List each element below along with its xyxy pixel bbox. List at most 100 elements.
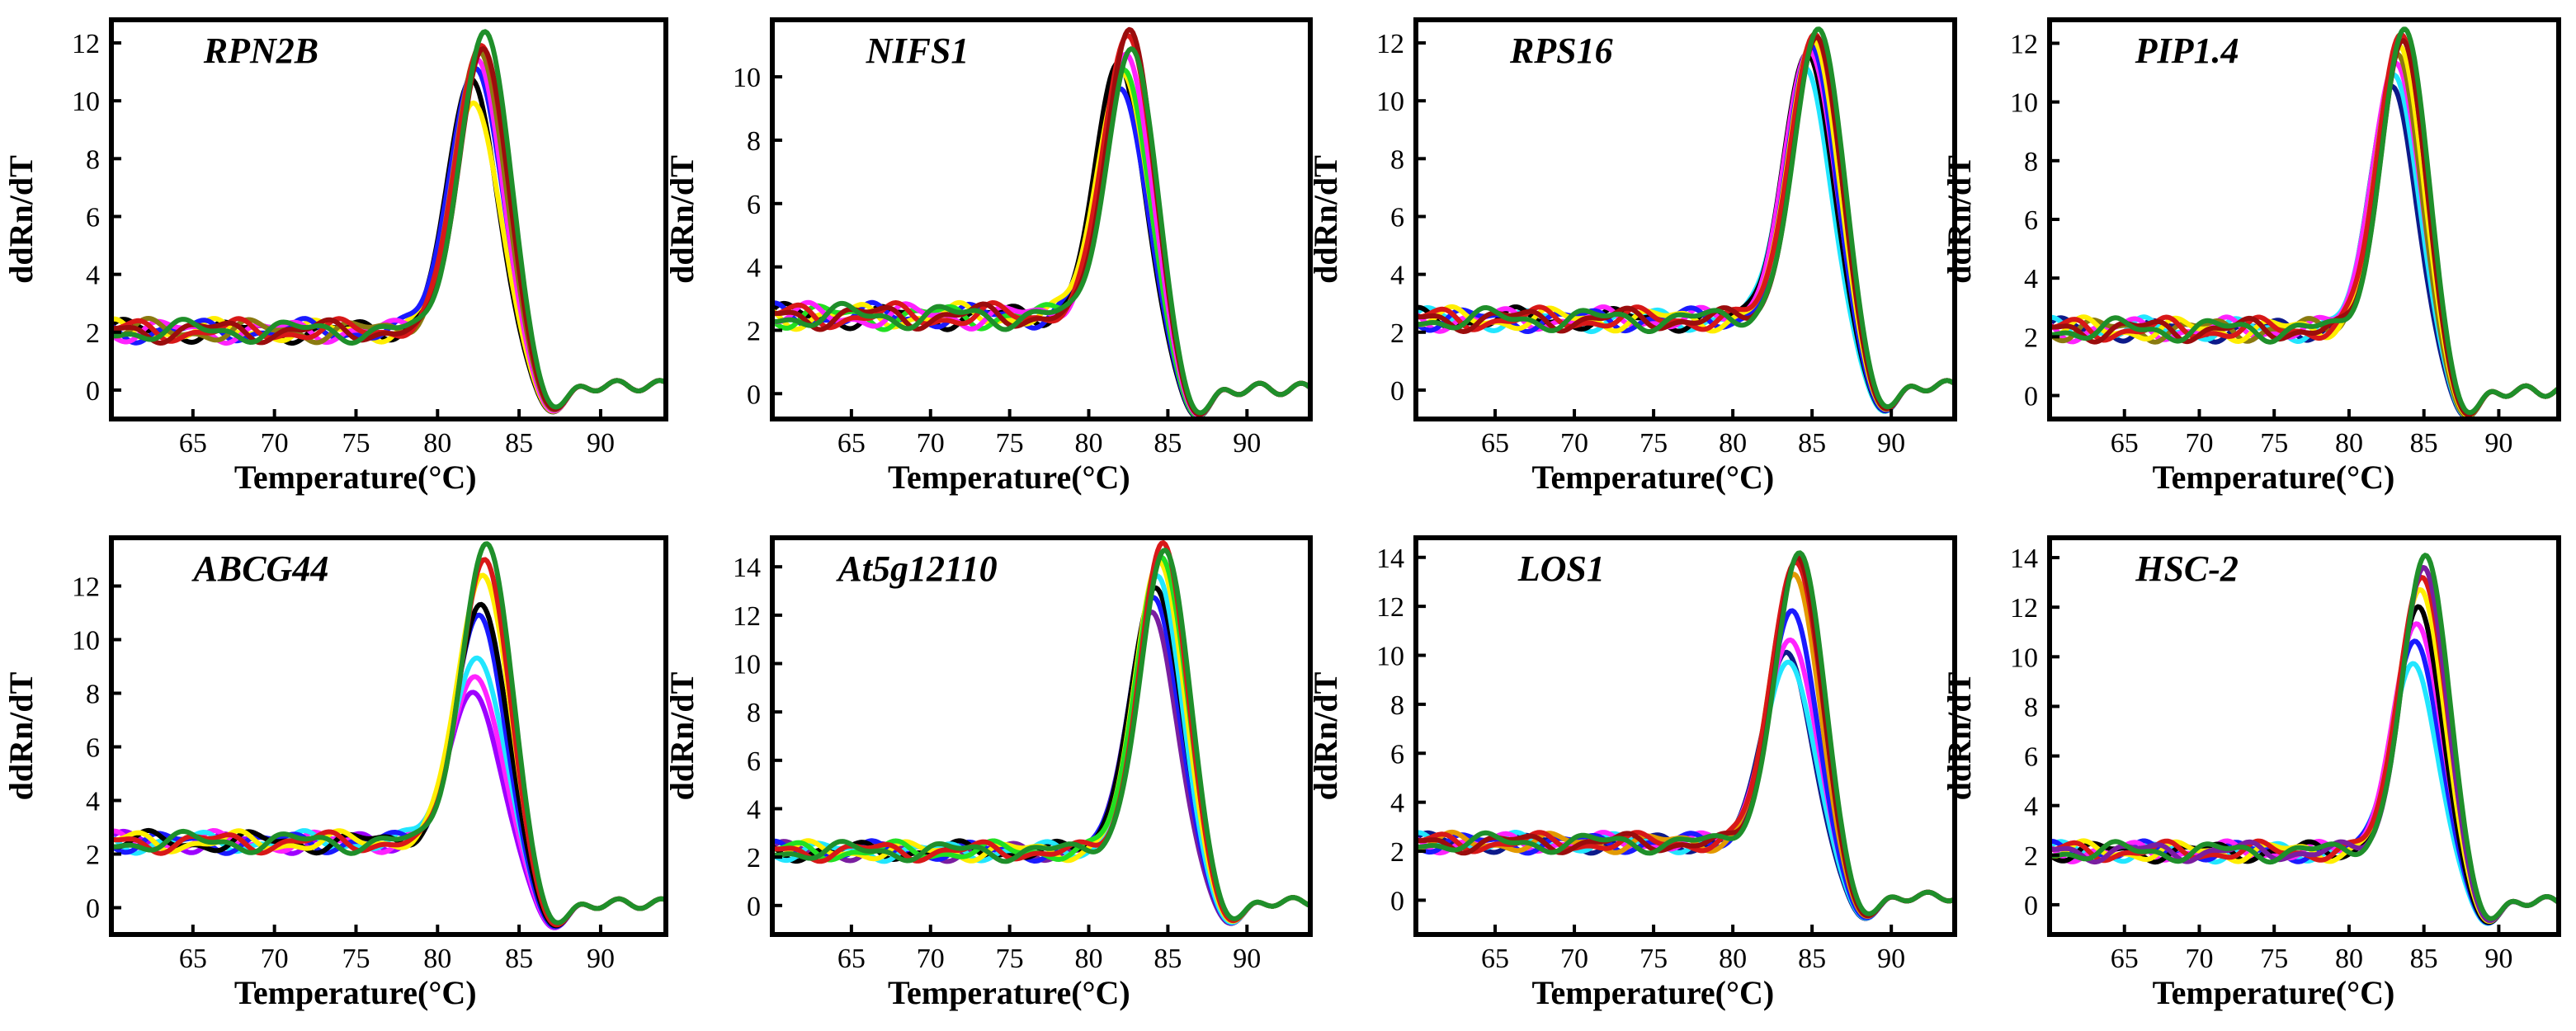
x-tick-label: 80 — [1075, 944, 1103, 974]
y-tick-label: 4 — [86, 787, 100, 817]
y-tick-label: 14 — [1376, 544, 1404, 574]
y-tick-label: 2 — [86, 840, 100, 871]
y-tick-label: 2 — [2024, 841, 2038, 872]
panel-at5g12110: 65 70 75 80 85 90 0 2 4 6 8 10 12 14 At5g12110 Temperat… — [663, 535, 1313, 1011]
series-line-sample-7 — [2050, 38, 2559, 417]
series-line-sample-4 — [2050, 51, 2559, 419]
x-tick-label: 75 — [996, 944, 1024, 974]
x-tick-label: 80 — [423, 944, 451, 974]
x-tick-label: 85 — [2410, 944, 2438, 974]
series-line-sample-7 — [772, 26, 1310, 417]
x-tick-label: 65 — [1481, 944, 1509, 974]
y-axis-title: ddRn/dT — [2, 155, 40, 284]
series-line-sample-8 — [111, 541, 666, 925]
series-line-sample-7 — [111, 557, 666, 928]
x-tick-label: 70 — [917, 428, 945, 459]
y-tick-label: 10 — [1376, 87, 1404, 117]
y-tick-label: 0 — [1390, 376, 1404, 407]
panel-rps16: 65 70 75 80 85 90 0 2 4 6 8 10 12 RPS16 Temperature(°C… — [1307, 17, 1957, 496]
x-axis-title: Temperature(°C) — [2153, 459, 2395, 496]
x-tick-label: 85 — [505, 944, 533, 974]
x-tick-label: 90 — [587, 944, 615, 974]
x-tick-label: 75 — [342, 944, 370, 974]
series-line-sample-8 — [772, 46, 1310, 416]
x-tick-label: 70 — [2185, 428, 2213, 459]
series-line-sample-5 — [111, 601, 666, 929]
series-line-sample-4 — [772, 67, 1310, 419]
y-tick-label: 10 — [733, 63, 761, 93]
x-tick-label: 80 — [2335, 428, 2363, 459]
series-line-sample-8 — [111, 29, 666, 410]
series-line-sample-5 — [2050, 43, 2559, 418]
y-tick-label: 6 — [2024, 205, 2038, 236]
y-axis-title: ddRn/dT — [1941, 155, 1978, 284]
y-tick-label: 4 — [2024, 264, 2038, 294]
y-tick-label: 6 — [1390, 202, 1404, 233]
y-tick-label: 2 — [747, 843, 761, 873]
series-line-sample-8 — [772, 548, 1310, 921]
series-line-sample-1 — [1416, 649, 1955, 921]
y-tick-label: 10 — [2010, 643, 2038, 673]
x-tick-label: 70 — [2185, 944, 2213, 974]
y-tick-label: 10 — [72, 87, 100, 117]
y-tick-label: 12 — [72, 572, 100, 603]
x-tick-label: 80 — [2335, 944, 2363, 974]
x-tick-label: 85 — [1798, 944, 1826, 974]
series-line-sample-5 — [772, 51, 1310, 418]
y-tick-label: 8 — [86, 144, 100, 175]
y-tick-label: 12 — [2010, 29, 2038, 59]
series-line-sample-5 — [772, 559, 1310, 924]
x-tick-label: 75 — [2260, 944, 2288, 974]
series-line-sample-5 — [2050, 586, 2559, 924]
plot-frame — [1413, 17, 1957, 421]
x-tick-label: 80 — [423, 428, 451, 459]
chart-title: LOS1 — [1517, 548, 1605, 589]
series-line-sample-4 — [111, 57, 666, 414]
y-tick-label: 4 — [86, 261, 100, 291]
y-tick-label: 0 — [2024, 891, 2038, 921]
y-tick-label: 12 — [733, 601, 761, 632]
y-axis-title: ddRn/dT — [2, 671, 40, 800]
series-line-sample-3 — [2050, 60, 2559, 419]
series-line-sample-2 — [2050, 73, 2559, 419]
series-line-sample-7 — [2050, 565, 2559, 924]
x-tick-label: 90 — [587, 428, 615, 459]
plot-frame — [770, 535, 1313, 937]
chart-title: RPN2B — [203, 31, 318, 71]
panel-hsc-2: 65 70 75 80 85 90 0 2 4 6 8 10 12 14 HSC-2 Temperature(… — [1941, 535, 2561, 1011]
y-tick-label: 8 — [2024, 147, 2038, 177]
x-axis-title: Temperature(°C) — [1531, 974, 1774, 1011]
series-line-sample-6 — [111, 43, 666, 411]
y-tick-label: 2 — [1390, 318, 1404, 349]
series-line-sample-8 — [2050, 26, 2559, 416]
chart-title: At5g12110 — [835, 548, 997, 589]
series-line-sample-2 — [2050, 638, 2559, 925]
y-tick-label: 10 — [1376, 642, 1404, 672]
series-line-sample-4 — [2050, 604, 2559, 925]
x-tick-label: 80 — [1719, 944, 1747, 974]
series-line-sample-7 — [111, 46, 666, 412]
y-tick-label: 2 — [86, 318, 100, 349]
x-tick-label: 90 — [2484, 428, 2512, 459]
series-line-sample-2 — [111, 674, 666, 930]
x-axis-title: Temperature(°C) — [234, 974, 477, 1011]
y-tick-label: 2 — [2024, 322, 2038, 353]
y-tick-label: 8 — [747, 126, 761, 157]
y-tick-label: 8 — [1390, 144, 1404, 175]
x-tick-label: 85 — [1154, 428, 1182, 459]
y-axis-title: ddRn/dT — [663, 671, 701, 800]
x-tick-label: 75 — [1639, 944, 1668, 974]
x-tick-label: 65 — [837, 944, 866, 974]
x-tick-label: 70 — [261, 428, 289, 459]
x-tick-label: 70 — [261, 944, 289, 974]
series-line-sample-2 — [1416, 659, 1955, 921]
x-tick-label: 90 — [1877, 944, 1905, 974]
series-group — [772, 540, 1310, 926]
series-group — [2050, 553, 2559, 926]
y-tick-label: 0 — [1390, 886, 1404, 916]
y-tick-label: 6 — [747, 746, 761, 777]
x-tick-label: 65 — [837, 428, 866, 459]
plot-frame — [2047, 17, 2561, 421]
panel-rpn2b: 65 70 75 80 85 90 0 2 4 6 8 10 12 RPN2B Temperature(°C… — [2, 17, 668, 496]
